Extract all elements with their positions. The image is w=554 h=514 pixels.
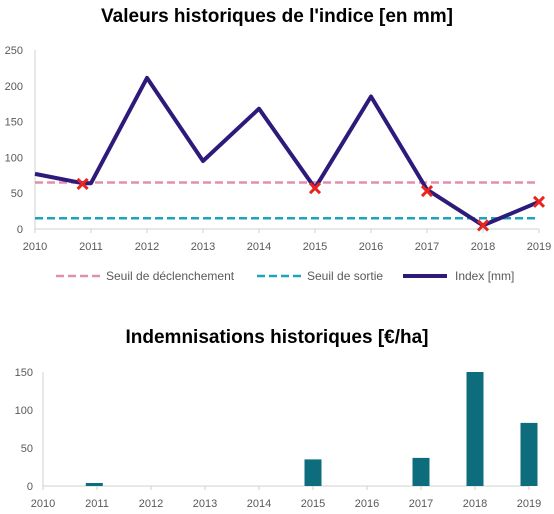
bar-2015 xyxy=(304,459,322,486)
chart2-x-tick-6: 2016 xyxy=(355,498,379,510)
chart2-x-tick-2: 2012 xyxy=(139,498,163,510)
bar-2019 xyxy=(520,422,538,486)
marker-x-4 xyxy=(532,195,546,208)
chart1-y-tick-5: 250 xyxy=(5,45,23,57)
chart1-x-tick-2: 2012 xyxy=(135,241,159,253)
chart-title-index: Valeurs historiques de l'indice [en mm] xyxy=(101,6,453,27)
marker-x-2 xyxy=(420,184,434,198)
chart1-x-tick-0: 2010 xyxy=(23,241,47,253)
chart2-x-tick-7: 2017 xyxy=(409,498,433,510)
chart1-x-tick-6: 2016 xyxy=(359,241,383,253)
chart2-x-tick-5: 2015 xyxy=(301,498,325,510)
chart2-y-tick-0: 0 xyxy=(27,481,33,493)
bar-2011 xyxy=(85,483,103,486)
marker-x-3 xyxy=(476,219,490,232)
chart2-x-tick-1: 2011 xyxy=(85,498,109,510)
chart2-x-tick-4: 2014 xyxy=(247,498,271,510)
chart1-y-tick-4: 200 xyxy=(5,81,23,93)
legend-item-2: Index [mm] xyxy=(455,269,514,283)
chart1-x-tick-1: 2011 xyxy=(79,241,103,253)
chart1-y-tick-1: 50 xyxy=(11,188,23,200)
legend-item-0: Seuil de déclenchement xyxy=(106,269,235,283)
chart2-y-tick-2: 100 xyxy=(15,405,33,417)
chart1-x-tick-4: 2014 xyxy=(247,241,271,253)
chart-title-indemnities: Indemnisations historiques [€/ha] xyxy=(125,327,429,348)
chart1-x-tick-9: 2019 xyxy=(527,241,551,253)
chart1-x-tick-3: 2013 xyxy=(191,241,215,253)
legend-item-1: Seuil de sortie xyxy=(307,269,383,283)
chart2-x-tick-3: 2013 xyxy=(193,498,217,510)
bar-2017 xyxy=(412,457,430,486)
chart1-x-tick-7: 2017 xyxy=(415,241,439,253)
chart1-x-tick-8: 2018 xyxy=(471,241,495,253)
chart2-y-tick-1: 50 xyxy=(21,443,33,455)
bar-2018 xyxy=(466,372,484,486)
series-index-mm xyxy=(34,75,540,228)
chart2-y-tick-3: 150 xyxy=(15,367,33,379)
chart1-y-tick-2: 100 xyxy=(5,152,23,164)
marker-x-0 xyxy=(76,177,89,190)
chart2-x-tick-0: 2010 xyxy=(31,498,55,510)
chart2-x-tick-8: 2018 xyxy=(463,498,487,510)
chart2-x-tick-9: 2019 xyxy=(517,498,541,510)
marker-x-1 xyxy=(308,182,322,195)
chart1-y-tick-3: 150 xyxy=(5,117,23,129)
chart1-x-tick-5: 2015 xyxy=(303,241,327,253)
chart1-y-tick-0: 0 xyxy=(17,224,23,236)
